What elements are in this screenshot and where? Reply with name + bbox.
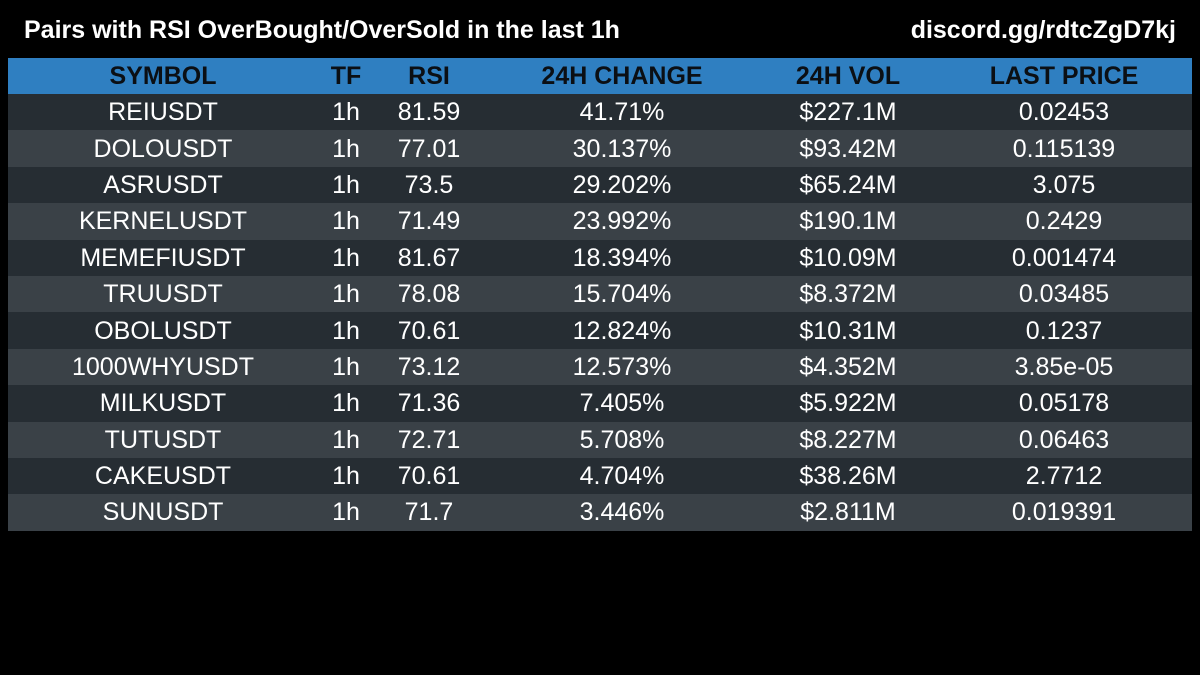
tf-cell: 1h: [332, 243, 360, 272]
price-cell: 0.05178: [1018, 389, 1110, 418]
table-row: CAKEUSDT 1h 70.61 4.704% $38.26M 2.7712: [8, 457, 1192, 495]
volume-cell: $2.811M: [800, 498, 896, 527]
rsi-cell: 70.61: [397, 316, 461, 345]
table-row: KERNELUSDT 1h 71.49 23.992% $190.1M 0.2429: [8, 203, 1192, 240]
column-header-last-price: LAST PRICE: [989, 62, 1139, 90]
symbol-cell: KERNELUSDT: [78, 207, 248, 236]
page-title: Pairs with RSI OverBought/OverSold in th…: [24, 16, 620, 44]
tf-cell: 1h: [332, 316, 360, 345]
table-header-row: SYMBOL TF RSI 24H CHANGE 24H VOL LAST PR…: [8, 58, 1192, 94]
rsi-cell: 73.12: [397, 352, 461, 381]
symbol-cell: 1000WHYUSDT: [72, 352, 254, 381]
change-cell: 4.704%: [579, 462, 665, 491]
change-cell: 18.394%: [572, 243, 672, 272]
symbol-cell: ASRUSDT: [103, 170, 223, 199]
symbol-cell: MILKUSDT: [99, 389, 227, 418]
change-cell: 30.137%: [572, 134, 672, 163]
rsi-cell: 71.49: [397, 207, 461, 236]
volume-cell: $227.1M: [799, 98, 897, 127]
volume-cell: $4.352M: [799, 352, 897, 381]
symbol-cell: TUTUSDT: [104, 425, 222, 454]
price-cell: 3.85e-05: [1014, 352, 1114, 381]
tf-cell: 1h: [332, 462, 360, 491]
price-cell: 0.115139: [1012, 134, 1116, 163]
symbol-cell: SUNUSDT: [102, 498, 224, 527]
change-cell: 5.708%: [579, 425, 665, 454]
volume-cell: $8.372M: [799, 280, 897, 309]
rsi-cell: 70.61: [397, 462, 461, 491]
column-header-24h-change: 24H CHANGE: [541, 62, 703, 90]
tf-cell: 1h: [332, 280, 360, 309]
volume-cell: $38.26M: [799, 462, 897, 491]
price-cell: 0.06463: [1018, 425, 1110, 454]
tf-cell: 1h: [332, 389, 360, 418]
table-row: TUTUSDT 1h 72.71 5.708% $8.227M 0.06463: [8, 421, 1192, 458]
table-row: DOLOUSDT 1h 77.01 30.137% $93.42M 0.115139: [8, 130, 1192, 167]
volume-cell: $65.24M: [799, 170, 897, 199]
tf-cell: 1h: [332, 98, 360, 127]
tf-cell: 1h: [332, 352, 360, 381]
change-cell: 7.405%: [579, 389, 665, 418]
volume-cell: $190.1M: [799, 207, 897, 236]
volume-cell: $8.227M: [799, 425, 897, 454]
table-row: MEMEFIUSDT 1h 81.67 18.394% $10.09M 0.001474: [8, 239, 1192, 276]
table-row: 1000WHYUSDT 1h 73.12 12.573% $4.352M 3.85e-05: [8, 348, 1192, 386]
column-header-tf: TF: [330, 62, 362, 90]
symbol-cell: TRUUSDT: [103, 280, 223, 309]
column-header-symbol: SYMBOL: [109, 62, 217, 90]
table-row: ASRUSDT 1h 73.5 29.202% $65.24M 3.075: [8, 166, 1192, 204]
change-cell: 29.202%: [572, 170, 672, 199]
symbol-cell: MEMEFIUSDT: [80, 243, 246, 272]
price-cell: 0.03485: [1018, 280, 1110, 309]
rsi-cell: 78.08: [397, 280, 461, 309]
symbol-cell: REIUSDT: [108, 98, 218, 127]
rsi-cell: 72.71: [397, 425, 461, 454]
symbol-cell: OBOLUSDT: [94, 316, 232, 345]
tf-cell: 1h: [332, 170, 360, 199]
column-header-rsi: RSI: [408, 62, 450, 90]
price-cell: 0.02453: [1018, 98, 1110, 127]
symbol-cell: DOLOUSDT: [93, 134, 233, 163]
volume-cell: $93.42M: [799, 134, 897, 163]
rsi-cell: 81.67: [397, 243, 461, 272]
price-cell: 0.001474: [1011, 243, 1117, 272]
tf-cell: 1h: [332, 134, 360, 163]
tf-cell: 1h: [332, 425, 360, 454]
tf-cell: 1h: [332, 498, 360, 527]
price-cell: 0.2429: [1025, 207, 1103, 236]
tf-cell: 1h: [332, 207, 360, 236]
change-cell: 12.824%: [572, 316, 672, 345]
change-cell: 3.446%: [579, 498, 665, 527]
rsi-cell: 73.5: [404, 170, 454, 199]
change-cell: 12.573%: [572, 352, 672, 381]
rsi-cell: 71.7: [404, 498, 454, 527]
change-cell: 23.992%: [572, 207, 672, 236]
volume-cell: $5.922M: [799, 389, 897, 418]
change-cell: 41.71%: [579, 98, 665, 127]
rsi-pairs-table: SYMBOL TF RSI 24H CHANGE 24H VOL LAST PR…: [8, 58, 1192, 531]
column-header-24h-vol: 24H VOL: [795, 62, 901, 90]
banner-header: Pairs with RSI OverBought/OverSold in th…: [0, 0, 1200, 58]
symbol-cell: CAKEUSDT: [94, 462, 232, 491]
table-row: OBOLUSDT 1h 70.61 12.824% $10.31M 0.1237: [8, 312, 1192, 349]
table-row: SUNUSDT 1h 71.7 3.446% $2.811M 0.019391: [8, 494, 1192, 531]
price-cell: 3.075: [1032, 170, 1096, 199]
price-cell: 0.019391: [1011, 498, 1117, 527]
change-cell: 15.704%: [572, 280, 672, 309]
table-row: TRUUSDT 1h 78.08 15.704% $8.372M 0.03485: [8, 275, 1192, 313]
price-cell: 2.7712: [1025, 462, 1103, 491]
volume-cell: $10.31M: [799, 316, 897, 345]
table-row: MILKUSDT 1h 71.36 7.405% $5.922M 0.05178: [8, 385, 1192, 422]
price-cell: 0.1237: [1025, 316, 1103, 345]
volume-cell: $10.09M: [799, 243, 897, 272]
rsi-cell: 77.01: [397, 134, 461, 163]
table-row: REIUSDT 1h 81.59 41.71% $227.1M 0.02453: [8, 94, 1192, 131]
rsi-cell: 81.59: [397, 98, 461, 127]
rsi-cell: 71.36: [397, 389, 461, 418]
discord-link[interactable]: discord.gg/rdtcZgD7kj: [910, 16, 1176, 44]
